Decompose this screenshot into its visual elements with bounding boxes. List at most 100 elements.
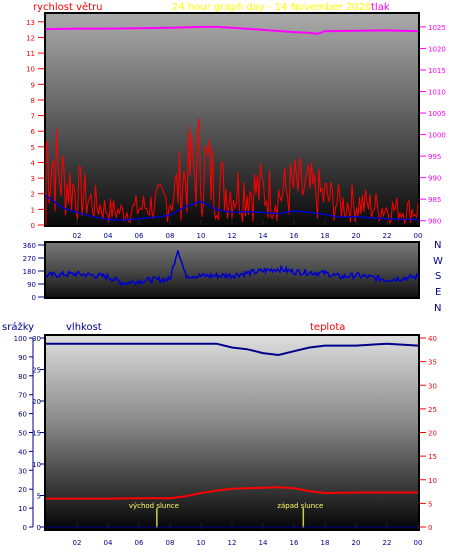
- rain-tick-label: 30: [32, 335, 41, 343]
- left-tick-label: 7: [31, 113, 35, 121]
- humidity-tick-label: 30: [18, 467, 27, 475]
- left-tick-label: 1: [31, 206, 35, 214]
- humidity-tick-label: 20: [18, 486, 27, 494]
- right-tick-label: 990: [428, 175, 441, 183]
- left-tick-label: 8: [31, 97, 35, 105]
- rain-label: srážky: [2, 321, 34, 333]
- x-tick-label: 20: [352, 539, 361, 547]
- wind-speed-label: rychlost větru: [33, 1, 103, 13]
- x-tick-label: 00: [414, 232, 423, 240]
- pressure-line: [45, 25, 419, 35]
- left-tick-label: 0: [31, 222, 35, 230]
- wind-average-line: [45, 194, 418, 221]
- x-tick-label: 14: [259, 539, 268, 547]
- compass-label: W: [433, 256, 443, 267]
- x-tick-label: 22: [383, 539, 392, 547]
- x-tick-label: 08: [166, 232, 175, 240]
- dir-tick-label: 360: [23, 242, 36, 250]
- dir-tick-label: 270: [23, 255, 36, 263]
- x-tick-label: 04: [104, 232, 113, 240]
- left-tick-label: 13: [26, 19, 35, 27]
- left-tick-label: 10: [26, 66, 35, 74]
- compass-labels: N W S E N: [433, 240, 443, 314]
- sun-annotations: východ slunce západ slunce: [129, 502, 323, 510]
- x-tick-label: 20: [352, 232, 361, 240]
- x-tick-label: 12: [228, 539, 237, 547]
- temp-tick-label: 5: [428, 500, 432, 508]
- x-tick-label: 00: [414, 539, 423, 547]
- sunrise-annotation: východ slunce: [129, 502, 179, 510]
- x-tick-label: 10: [197, 539, 206, 547]
- left-tick-label: 9: [31, 81, 35, 89]
- panel2-plot-area: [46, 243, 418, 297]
- right-tick-label: 995: [428, 153, 441, 161]
- humidity-tick-label: 50: [18, 430, 27, 438]
- x-tick-label: 04: [104, 539, 113, 547]
- x-tick-label: 08: [166, 539, 175, 547]
- x-tick-label: 06: [135, 232, 144, 240]
- panel1-plot-area: [46, 14, 418, 225]
- compass-label: N: [434, 240, 441, 251]
- right-tick-label: 985: [428, 196, 441, 204]
- humidity-tick-label: 10: [18, 505, 27, 513]
- temperature-line: [46, 486, 418, 500]
- left-tick-label: 4: [31, 159, 36, 167]
- dir-tick-label: 180: [23, 268, 36, 276]
- left-tick-label: 12: [26, 34, 35, 42]
- compass-label: S: [435, 271, 441, 282]
- wind-direction-line: [45, 250, 419, 287]
- x-tick-label: 22: [383, 232, 392, 240]
- humidity-tick-label: 60: [18, 411, 27, 419]
- rain-tick-label: 10: [32, 461, 41, 469]
- temp-tick-label: 35: [428, 359, 437, 367]
- left-tick-label: 2: [31, 191, 35, 199]
- temp-tick-label: 20: [428, 430, 437, 438]
- temp-tick-label: 15: [428, 453, 437, 461]
- x-tick-label: 16: [290, 232, 299, 240]
- dir-tick-label: 0: [32, 294, 36, 302]
- left-tick-label: 3: [31, 175, 35, 183]
- humidity-tick-label: 0: [23, 524, 27, 532]
- wind-speed-line: [45, 118, 419, 225]
- x-tick-label: 14: [259, 232, 268, 240]
- right-tick-label: 1005: [428, 110, 446, 118]
- x-tick-label: 02: [73, 232, 82, 240]
- rain-tick-label: 5: [37, 493, 41, 501]
- temperature-label: teplota: [310, 322, 345, 333]
- pressure-label: tlak: [371, 2, 390, 13]
- temp-tick-label: 0: [428, 524, 432, 532]
- compass-label: N: [434, 303, 441, 314]
- humidity-label: vlhkost: [66, 322, 102, 333]
- x-tick-label: 16: [290, 539, 299, 547]
- temp-tick-label: 10: [428, 477, 437, 485]
- left-tick-label: 6: [31, 128, 36, 136]
- temp-tick-label: 40: [428, 335, 437, 343]
- temp-tick-label: 30: [428, 382, 437, 390]
- rain-tick-label: 25: [32, 367, 41, 375]
- right-tick-label: 1020: [428, 45, 446, 53]
- sunset-annotation: západ slunce: [277, 502, 323, 510]
- rain-tick-label: 20: [32, 398, 41, 406]
- humidity-tick-label: 40: [18, 448, 27, 456]
- right-tick-label: 1015: [428, 67, 446, 75]
- rain-tick-label: 0: [37, 524, 41, 532]
- left-tick-label: 5: [31, 144, 35, 152]
- rain-tick-label: 15: [32, 430, 41, 438]
- x-tick-label: 18: [321, 539, 330, 547]
- humidity-tick-label: 80: [18, 373, 27, 381]
- x-tick-label: 06: [135, 539, 144, 547]
- humidity-tick-label: 70: [18, 392, 27, 400]
- x-tick-label: 02: [73, 539, 82, 547]
- dir-tick-label: 90: [27, 281, 36, 289]
- humidity-tick-label: 100: [14, 335, 27, 343]
- right-tick-label: 1010: [428, 89, 446, 97]
- right-tick-label: 1000: [428, 132, 446, 140]
- x-tick-label: 12: [228, 232, 237, 240]
- chart-title: 24 hour graph day - 14 November 2020: [172, 2, 371, 13]
- panel3-plot-area: [46, 336, 418, 529]
- humidity-line: [46, 342, 419, 357]
- x-tick-label: 10: [197, 232, 206, 240]
- x-tick-label: 18: [321, 232, 330, 240]
- compass-label: E: [435, 287, 441, 298]
